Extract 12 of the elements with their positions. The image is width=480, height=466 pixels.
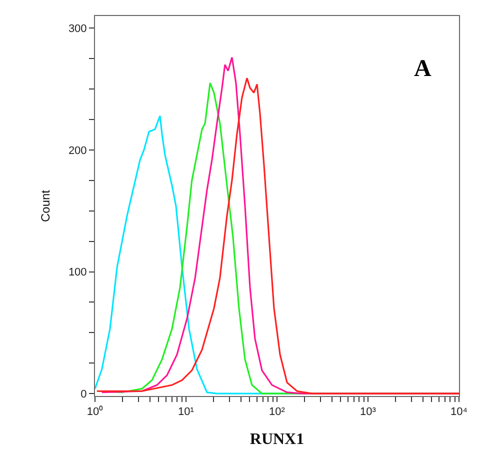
x-axis-title: RUNX1 xyxy=(250,430,304,448)
x-tick-label: 10⁰ xyxy=(86,405,104,418)
x-tick-label: 10⁴ xyxy=(450,406,468,418)
y-tick-label: 0 xyxy=(80,388,87,400)
y-tick-label: 300 xyxy=(68,23,87,36)
y-tick-label: 100 xyxy=(68,266,87,279)
y-tick-label: 200 xyxy=(68,144,87,157)
x-tick-label: 10¹ xyxy=(178,406,194,418)
x-tick-label: 10² xyxy=(269,406,286,418)
annotation: A xyxy=(414,56,432,82)
x-tick-label: 10³ xyxy=(360,406,376,418)
y-axis-title: Count xyxy=(38,189,53,222)
